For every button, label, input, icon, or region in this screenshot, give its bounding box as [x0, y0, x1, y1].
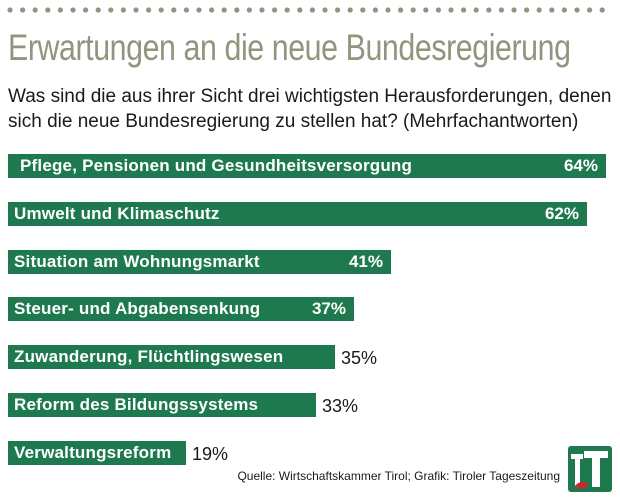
divider-dot — [385, 7, 391, 13]
bar — [8, 250, 391, 274]
logo-t2-stem — [592, 451, 600, 487]
divider-dot — [234, 7, 240, 13]
divider-dot — [498, 7, 504, 13]
bar-value-label: 41% — [348, 252, 383, 271]
divider-dot — [221, 7, 227, 13]
divider-dot — [108, 7, 114, 13]
source-note: Quelle: Wirtschaftskammer Tirol; Grafik:… — [237, 469, 560, 483]
bar-category-label: Reform des Bildungssystems — [14, 395, 259, 414]
divider-dot — [20, 7, 26, 13]
divider-dot — [158, 7, 164, 13]
divider-dot — [183, 7, 189, 13]
divider-dot — [272, 7, 278, 13]
divider-dot — [461, 7, 467, 13]
bar-category-label: Situation am Wohnungsmarkt — [14, 252, 260, 271]
bar-category-label: Umwelt und Klimaschutz — [14, 204, 220, 223]
divider-dot — [574, 7, 580, 13]
bar-value-label: 37% — [311, 299, 346, 318]
divider-dot — [561, 7, 568, 13]
bar-value-label: 35% — [341, 348, 378, 368]
bar — [8, 393, 316, 417]
divider-dot — [133, 7, 139, 13]
divider-dot — [246, 7, 252, 13]
divider-dot — [347, 7, 353, 13]
bar — [8, 345, 335, 369]
divider-dot — [486, 7, 492, 13]
divider-dot — [398, 7, 404, 13]
divider-dot — [322, 7, 328, 13]
divider-dot — [196, 7, 202, 13]
bar-value-label: 64% — [563, 156, 598, 175]
bar — [8, 154, 606, 178]
divider-dot — [83, 7, 89, 13]
divider-dot — [587, 7, 593, 13]
divider-dot — [259, 7, 265, 13]
bar — [8, 202, 587, 226]
divider-dot — [171, 7, 177, 13]
bar — [8, 441, 186, 465]
divider-dot — [549, 7, 555, 13]
divider-dot — [435, 7, 441, 13]
divider-dot — [209, 7, 215, 13]
tiroler-tageszeitung-logo — [568, 446, 612, 492]
divider-dot — [360, 7, 366, 13]
dotted-divider-graphic — [7, 7, 605, 13]
divider-dot — [309, 7, 315, 13]
divider-dot — [536, 7, 542, 13]
bar-category-label: Pflege, Pensionen und Gesundheitsversorg… — [20, 156, 413, 175]
bar-value-label: 33% — [322, 396, 359, 416]
divider-dot — [32, 7, 38, 13]
divider-dot — [524, 7, 530, 13]
bar-category-label: Steuer- und Abgabensenkung — [14, 299, 261, 318]
divider-dot — [372, 7, 378, 13]
bar — [8, 297, 354, 321]
bar-category-label: Verwaltungsreform — [14, 443, 172, 462]
dotted-divider — [6, 6, 614, 14]
divider-dot — [146, 7, 152, 13]
chart-subtitle: Was sind die aus ihrer Sicht drei wichti… — [8, 86, 612, 132]
divider-dot — [423, 7, 429, 13]
divider-dot — [297, 7, 303, 13]
divider-dot — [70, 7, 76, 13]
divider-dot — [599, 7, 605, 13]
divider-dot — [511, 7, 517, 13]
bar-value-label: 62% — [544, 204, 579, 223]
divider-dot — [448, 7, 454, 13]
divider-dot — [335, 7, 341, 13]
logo-eagle-mark — [574, 481, 588, 489]
divider-dot — [7, 7, 13, 13]
divider-dot — [120, 7, 126, 13]
chart-title: Erwartungen an die neue Bundesregierung — [8, 27, 571, 68]
bar-value-label: 19% — [192, 444, 229, 464]
divider-dot — [57, 7, 64, 13]
divider-dot — [45, 7, 51, 13]
bar-category-label: Zuwanderung, Flüchtlingswesen — [14, 347, 284, 366]
divider-dot — [284, 7, 290, 13]
divider-dot — [473, 7, 479, 13]
logo-t1-stem — [575, 454, 580, 486]
divider-dot — [95, 7, 101, 13]
divider-dot — [410, 7, 416, 13]
